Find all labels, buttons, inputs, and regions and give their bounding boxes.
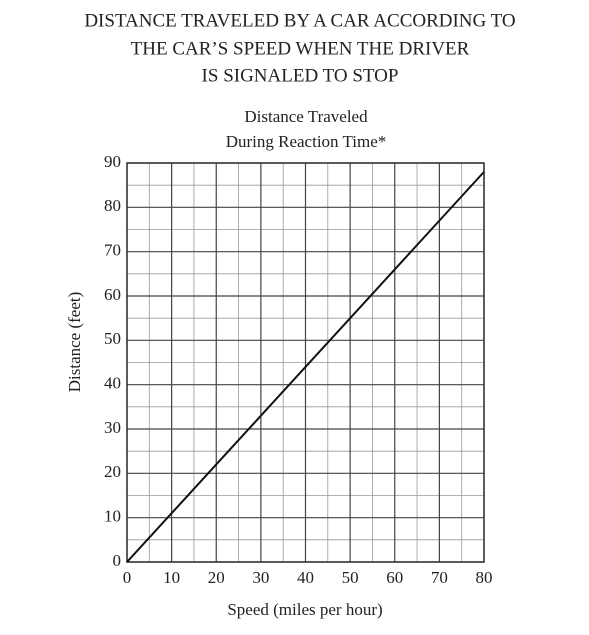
x-tick-label: 40 xyxy=(297,568,314,587)
y-tick-label: 10 xyxy=(104,507,121,526)
y-tick-label: 80 xyxy=(104,196,121,215)
x-tick-label: 60 xyxy=(386,568,403,587)
x-tick-label: 70 xyxy=(431,568,448,587)
title-line: DISTANCE TRAVELED BY A CAR ACCORDING TO xyxy=(84,10,515,31)
data-line xyxy=(126,171,485,563)
title-line: IS SIGNALED TO STOP xyxy=(202,65,399,86)
y-tick-label: 30 xyxy=(104,418,121,437)
y-tick-label: 60 xyxy=(104,285,121,304)
y-tick-label: 50 xyxy=(104,329,121,348)
x-tick-label: 0 xyxy=(123,568,132,587)
x-tick-label: 10 xyxy=(163,568,180,587)
y-tick-label: 40 xyxy=(104,374,121,393)
y-tick-label: 20 xyxy=(104,462,121,481)
x-tick-label: 80 xyxy=(476,568,493,587)
y-tick-label: 0 xyxy=(113,551,122,570)
y-tick-label: 90 xyxy=(104,152,121,171)
plot-frame xyxy=(126,162,485,563)
x-tick-label: 50 xyxy=(342,568,359,587)
subtitle-line: Distance Traveled xyxy=(244,107,368,126)
subtitle-line: During Reaction Time* xyxy=(226,132,387,151)
x-tick-label: 20 xyxy=(208,568,225,587)
x-tick-label: 30 xyxy=(252,568,269,587)
title-line: THE CAR’S SPEED WHEN THE DRIVER xyxy=(131,38,470,59)
y-axis-label: Distance (feet) xyxy=(65,292,84,393)
y-tick-label: 70 xyxy=(104,241,121,260)
x-axis-label: Speed (miles per hour) xyxy=(227,600,382,619)
